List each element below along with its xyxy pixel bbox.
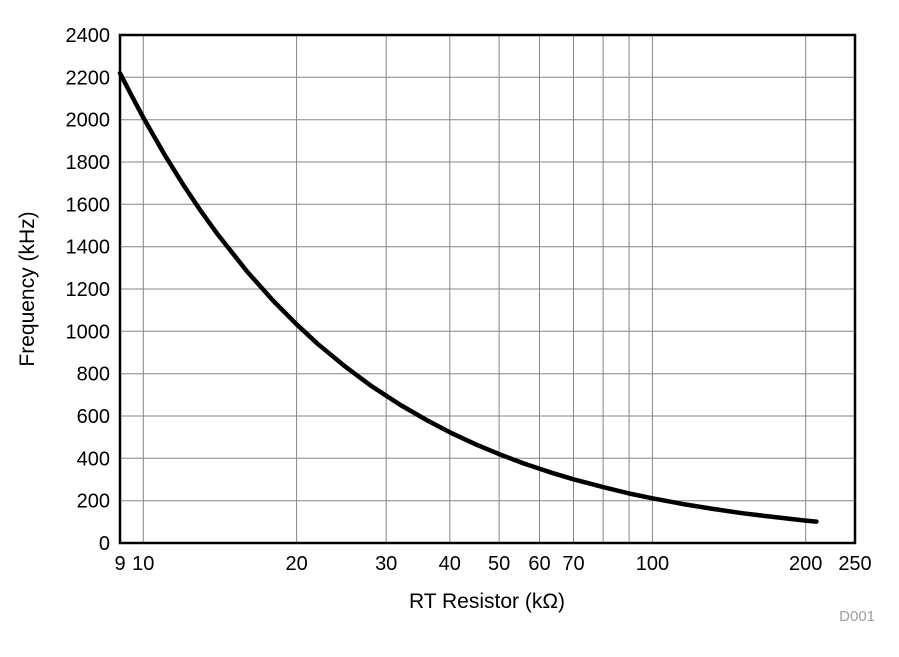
x-tick-label: 50 [488, 553, 510, 575]
y-tick-label: 2400 [66, 25, 111, 47]
figure-id-watermark: D001 [839, 608, 875, 625]
x-tick-label: 70 [562, 553, 584, 575]
y-tick-label: 2200 [66, 67, 111, 89]
y-axis-title: Frequency (kHz) [16, 211, 39, 367]
y-tick-label: 1600 [66, 194, 111, 216]
x-tick-label: 200 [789, 553, 822, 575]
x-tick-label: 250 [838, 553, 871, 575]
y-tick-label: 1800 [66, 152, 111, 174]
plot-frame [118, 33, 857, 545]
y-tick-label: 600 [77, 406, 110, 428]
y-tick-label: 1400 [66, 237, 111, 259]
x-tick-label: 100 [636, 553, 669, 575]
x-tick-label: 9 [114, 553, 125, 575]
y-tick-label: 1200 [66, 279, 111, 301]
y-tick-label: 2000 [66, 110, 111, 132]
x-tick-label: 40 [439, 553, 461, 575]
y-tick-label: 0 [99, 533, 110, 555]
y-tick-label: 800 [77, 364, 110, 386]
y-tick-label: 200 [77, 491, 110, 513]
x-tick-label: 10 [132, 553, 154, 575]
frequency-curve [117, 70, 819, 524]
x-tick-label: 20 [285, 553, 307, 575]
y-tick-label: 400 [77, 448, 110, 470]
x-tick-label: 60 [528, 553, 550, 575]
x-tick-label: 30 [375, 553, 397, 575]
x-axis-title: RT Resistor (kΩ) [408, 590, 566, 613]
y-tick-label: 1000 [66, 321, 111, 343]
